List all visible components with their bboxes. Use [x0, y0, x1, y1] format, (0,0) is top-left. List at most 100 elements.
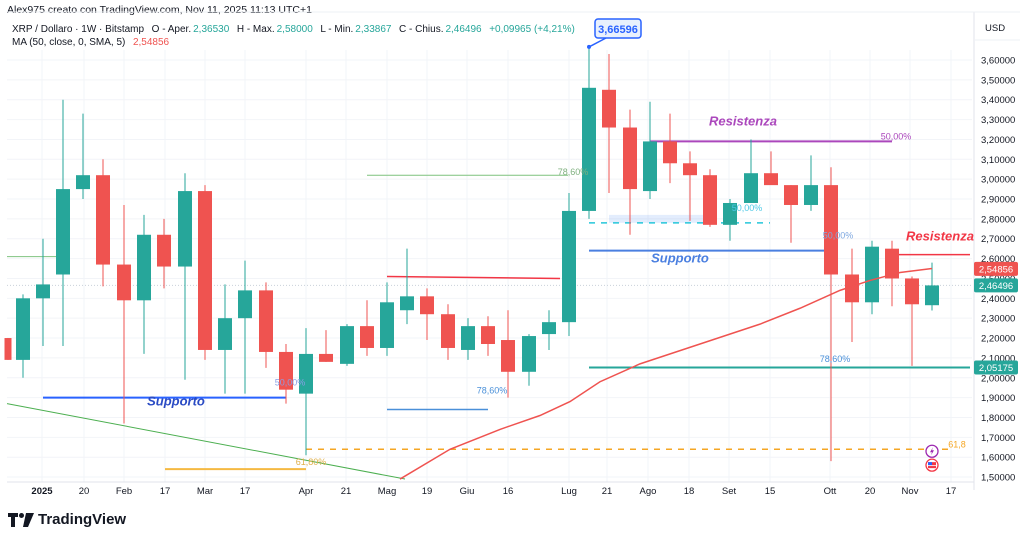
price-tick-label: 2,10000	[981, 353, 1015, 364]
candle-body	[198, 191, 212, 350]
lightning-glyph-icon	[930, 447, 934, 456]
drawing-label-resistenza: Resistenza	[709, 114, 777, 129]
ma-50-line	[399, 267, 933, 480]
chart-credit: Alex975 creato con TradingView.com, Nov …	[7, 4, 312, 16]
candle-body	[76, 175, 90, 190]
price-tick-label: 3,30000	[981, 115, 1015, 126]
price-tick-label: 2,20000	[981, 334, 1015, 345]
candle-body	[360, 326, 374, 348]
high-label: H - Max.	[236, 24, 275, 35]
candle-body	[542, 322, 556, 335]
candle-body	[16, 298, 30, 360]
annotations-layer: 3,66596 Resistenza Resistenza Supporto Suppo…	[147, 18, 974, 472]
ohlc-row: XRP / Dollaro · 1W · Bitstamp O - Aper. 2…	[12, 23, 577, 36]
axis-currency-label: USD	[985, 23, 1005, 34]
fib-level-label: 50,00%	[275, 378, 306, 388]
time-tick-label: Ago	[640, 486, 657, 497]
time-tick-label: 16	[503, 486, 514, 497]
price-tag[interactable]	[974, 261, 1018, 276]
candle-body	[845, 274, 859, 303]
price-tick-label: 3,00000	[981, 175, 1015, 186]
price-tick-label: 3,20000	[981, 135, 1015, 146]
open-label: O - Aper.	[151, 24, 192, 35]
fib-level-label: 50,00%	[732, 203, 763, 213]
candle-body	[319, 353, 333, 362]
price-tag-value: 2,05175	[979, 363, 1013, 374]
chart-legend: XRP / Dollaro · 1W · Bitstamp O - Aper. 2…	[12, 23, 577, 49]
candle-body	[744, 173, 758, 203]
price-tag[interactable]	[974, 360, 1018, 375]
time-tick-label: Lug	[561, 486, 577, 497]
time-tick-label: 17	[240, 486, 251, 497]
price-tick-label: 3,40000	[981, 95, 1015, 106]
time-tick-label: 18	[684, 486, 695, 497]
price-tick-label: 3,50000	[981, 75, 1015, 86]
fib-level-label: 61,80%	[296, 457, 327, 467]
candles-layer	[4, 46, 939, 462]
candle-body	[4, 338, 12, 360]
price-tick-label: 2,70000	[981, 234, 1015, 245]
price-tick-label: 1,50000	[981, 473, 1015, 484]
tradingview-logo-icon	[8, 512, 34, 527]
fib-level-label: 50,00%	[823, 231, 854, 241]
price-tick-label: 1,80000	[981, 413, 1015, 424]
price-tag-value: 2,46496	[979, 281, 1013, 292]
time-tick-label: 21	[602, 486, 613, 497]
candle-body	[663, 141, 677, 164]
ma-label[interactable]: MA (50, close, 0, SMA, 5)	[12, 37, 126, 48]
candle-body	[279, 351, 293, 390]
candle-body	[481, 326, 495, 344]
time-tick-label: Set	[722, 486, 737, 497]
change-value: +0,09965 (+4,21%)	[489, 24, 575, 35]
low-value: 2,33867	[355, 24, 392, 35]
candle-body	[623, 127, 637, 190]
time-tick-label: 20	[79, 486, 90, 497]
time-tick-label: 20	[865, 486, 876, 497]
candle-body	[299, 353, 313, 394]
tradingview-brand: TradingView	[8, 511, 126, 528]
time-tick-label: Mag	[378, 486, 396, 497]
time-tick-label: Nov	[902, 486, 919, 497]
time-tick-label: Giu	[460, 486, 475, 497]
fib-level-label: 61,8	[948, 439, 966, 449]
resistenza-red-mid[interactable]	[386, 275, 561, 280]
candle-body	[96, 175, 110, 265]
price-tick-label: 1,70000	[981, 433, 1015, 444]
callout-anchor	[587, 44, 591, 49]
price-tag[interactable]	[974, 278, 1018, 293]
price-axis[interactable]: USD 3,60000 3,50000 3,40000 3,30000 3,20000 3,…	[974, 23, 1020, 484]
candle-body	[522, 336, 536, 372]
high-value: 2,58000	[276, 24, 313, 35]
high-callout-box[interactable]	[594, 18, 642, 39]
candle-body	[178, 191, 192, 267]
candle-body	[218, 318, 232, 350]
time-axis[interactable]: 2025 20 Feb 17 Mar 17 Apr 21 Mag 19 Giu 16 Lug 21 Ago 1…	[31, 486, 956, 497]
price-tick-label: 1,60000	[981, 453, 1015, 464]
open-value: 2,36530	[193, 24, 230, 35]
candle-body	[36, 284, 50, 299]
candle-body	[400, 296, 414, 311]
drawing-label-supporto: Supporto	[147, 394, 205, 409]
candle-body	[380, 302, 394, 348]
trend-green[interactable]	[6, 403, 406, 480]
symbol-label[interactable]: XRP / Dollaro · 1W · Bitstamp	[12, 24, 145, 35]
price-tick-label: 3,60000	[981, 56, 1015, 67]
candle-body	[238, 290, 252, 319]
brand-name: TradingView	[38, 511, 127, 528]
price-tick-label: 2,60000	[981, 254, 1015, 265]
candle-body	[723, 202, 737, 225]
fib-level-label: 50,00%	[881, 131, 912, 141]
ma-row: MA (50, close, 0, SMA, 5) 2,54856	[12, 36, 577, 49]
candle-body	[501, 340, 515, 372]
high-callout-text: 3,66596	[598, 24, 638, 36]
candle-body	[703, 175, 717, 225]
time-tick-label: 15	[765, 486, 776, 497]
time-tick-label: Feb	[116, 486, 132, 497]
time-tick-label: Mar	[197, 486, 213, 497]
price-tick-label: 2,90000	[981, 195, 1015, 206]
fib-level-label: 78,60%	[820, 354, 851, 364]
candle-body	[683, 163, 697, 176]
time-tick-label: 17	[946, 486, 957, 497]
candle-body	[461, 326, 475, 350]
